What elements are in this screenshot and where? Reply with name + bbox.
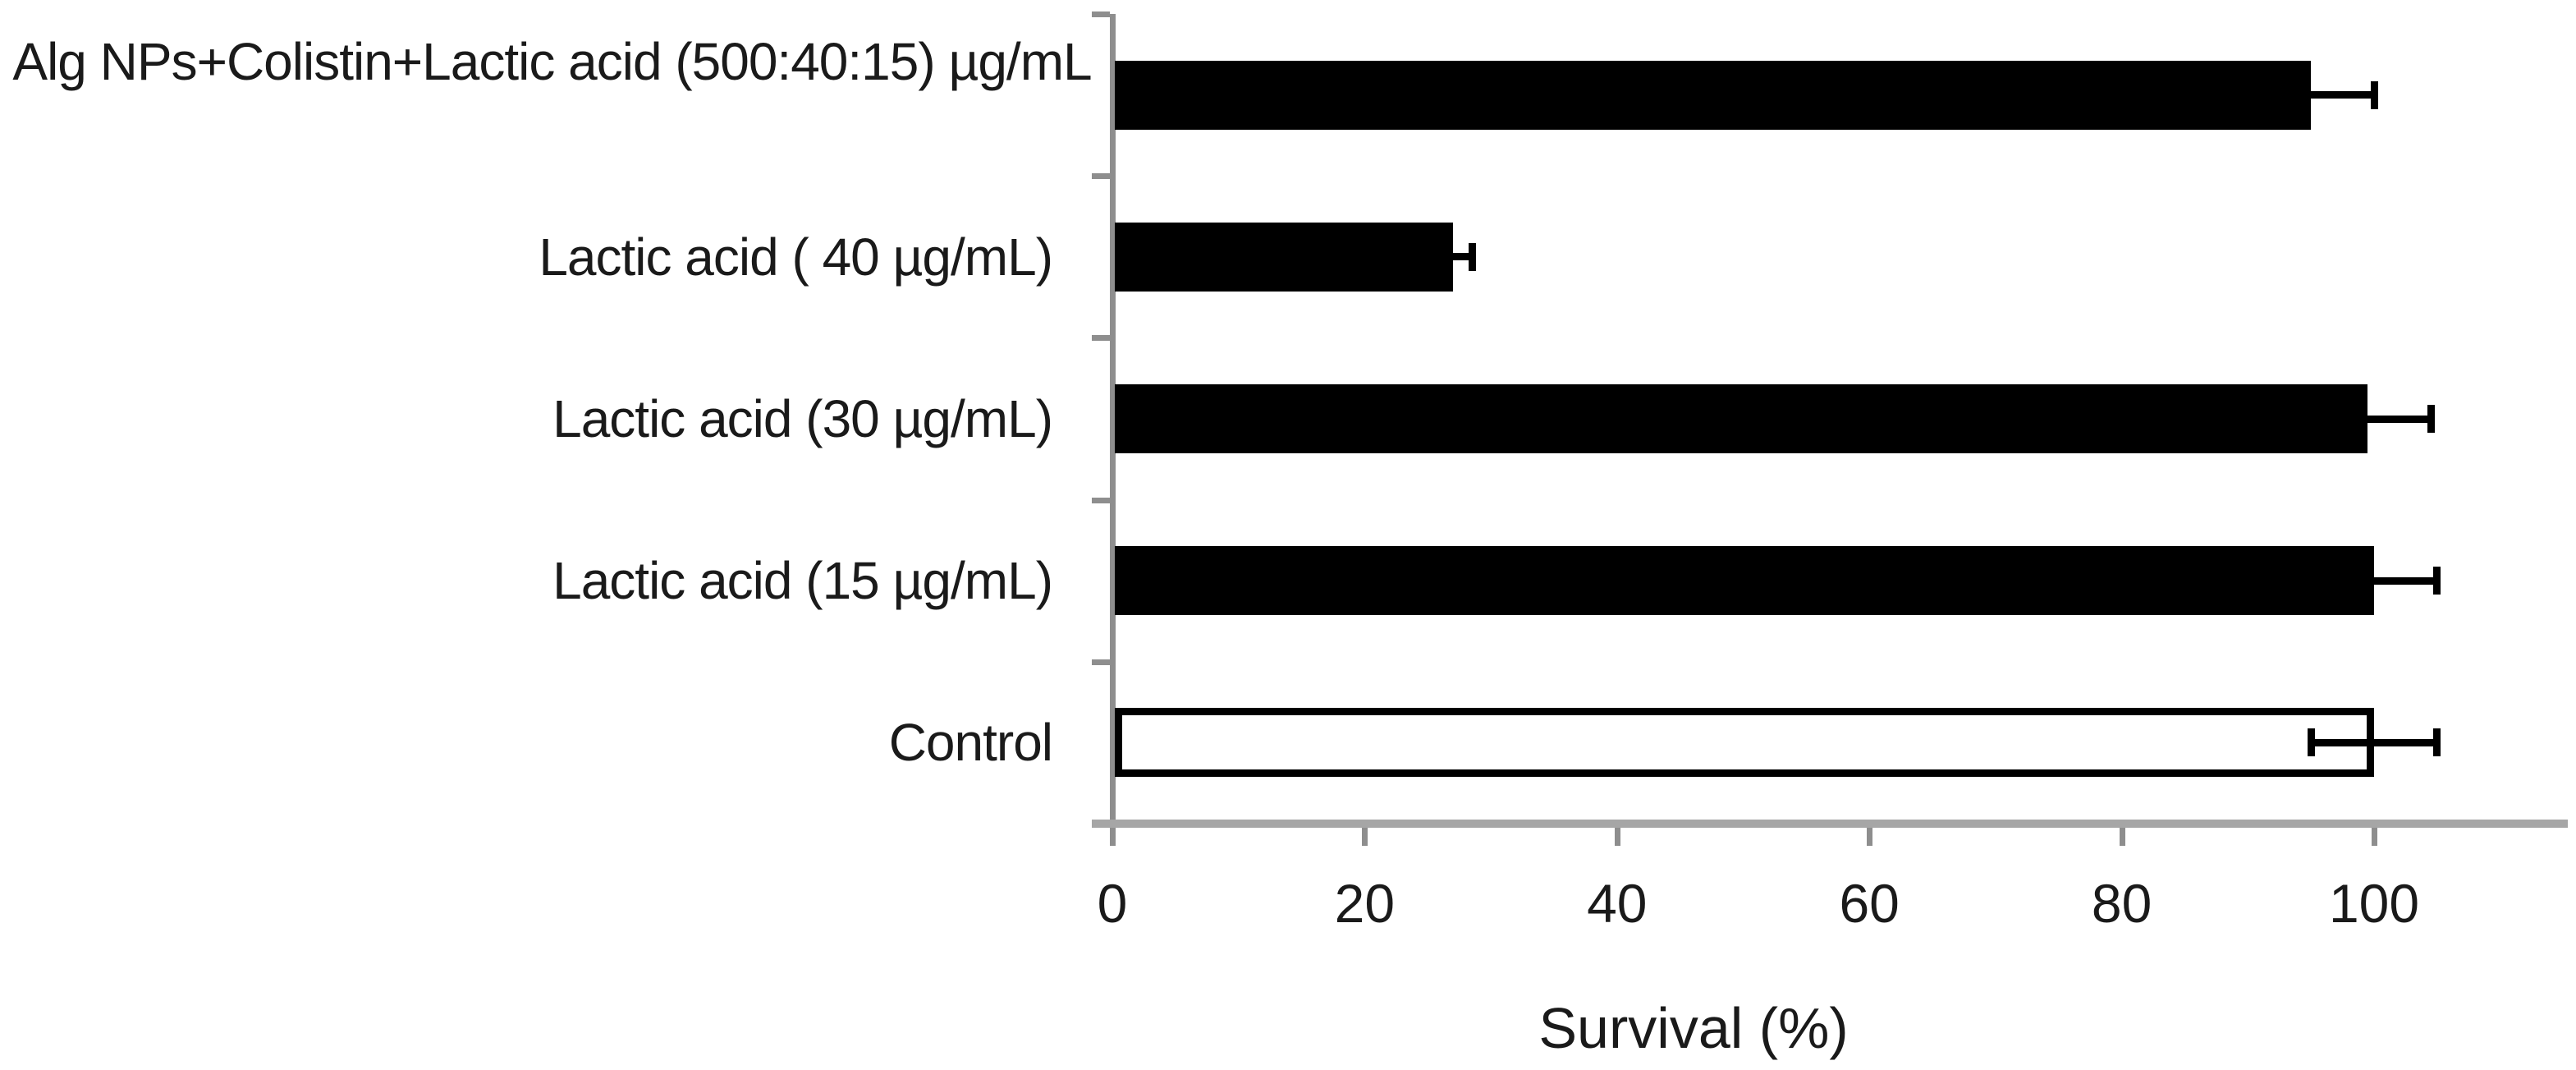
bar: [1115, 222, 1453, 292]
x-axis-tick: [1614, 828, 1620, 846]
x-axis-tick: [1110, 828, 1116, 846]
x-axis-tick: [2119, 828, 2125, 846]
x-axis-tick: [2372, 828, 2377, 846]
category-label: Lactic acid ( 40 µg/mL): [539, 227, 1053, 287]
category-label: Control: [888, 713, 1053, 773]
y-axis-tick: [1092, 173, 1110, 180]
y-axis-tick: [1092, 335, 1110, 342]
error-bar-line: [1452, 253, 1473, 261]
y-axis-tick: [1092, 11, 1110, 17]
x-tick-label: 20: [1334, 873, 1396, 934]
error-bar-line: [2374, 576, 2437, 585]
error-bar-line: [2311, 91, 2374, 99]
error-bar-line: [2367, 415, 2432, 423]
error-bar-cap: [2370, 80, 2378, 109]
error-bar-cap: [2433, 728, 2441, 757]
x-axis-line: [1092, 820, 2568, 828]
bar: [1115, 546, 2374, 616]
y-axis-tick: [1092, 659, 1110, 665]
bar: [1115, 708, 2374, 778]
bar: [1115, 384, 2368, 453]
x-tick-label: 80: [2091, 873, 2152, 934]
x-axis-title: Survival (%): [1538, 996, 1849, 1060]
bar: [1115, 60, 2312, 130]
error-bar-cap: [2433, 567, 2441, 595]
category-label: Alg NPs+Colistin+Lactic acid (500:40:15)…: [12, 31, 1092, 91]
error-bar-line: [2311, 738, 2437, 746]
x-axis-tick: [1362, 828, 1368, 846]
x-tick-label: 0: [1097, 873, 1128, 934]
x-tick-label: 100: [2328, 873, 2420, 934]
error-bar-cap: [1468, 242, 1476, 271]
category-label: Lactic acid (30 µg/mL): [552, 389, 1053, 448]
x-tick-label: 40: [1587, 873, 1648, 934]
x-axis-tick: [1867, 828, 1873, 846]
y-axis-tick: [1092, 497, 1110, 503]
error-bar-cap: [2307, 728, 2315, 757]
y-axis-line: [1110, 14, 1116, 824]
error-bar-cap: [2427, 405, 2435, 433]
x-tick-label: 60: [1839, 873, 1900, 934]
category-label: Lactic acid (15 µg/mL): [552, 551, 1053, 611]
